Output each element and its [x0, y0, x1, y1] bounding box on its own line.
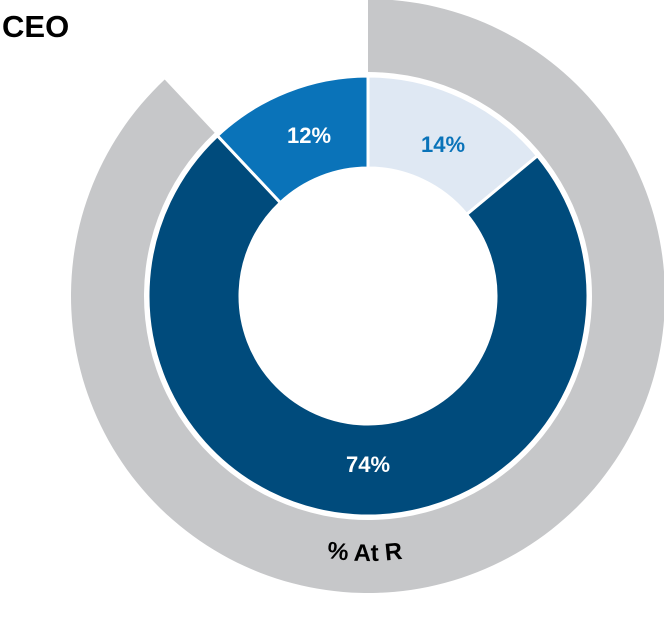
- inner-slice-label-1: 74%: [346, 452, 390, 477]
- chart-title: CEO: [2, 9, 69, 44]
- inner-slice-1: [146, 133, 590, 518]
- inner-ring-layer: [146, 74, 590, 518]
- slice-label-layer: 14% 74% 12%: [287, 123, 465, 477]
- inner-slice-label-2: 12%: [287, 123, 331, 148]
- inner-slice-label-0: 14%: [421, 132, 465, 157]
- inner-slice-2: [215, 74, 370, 205]
